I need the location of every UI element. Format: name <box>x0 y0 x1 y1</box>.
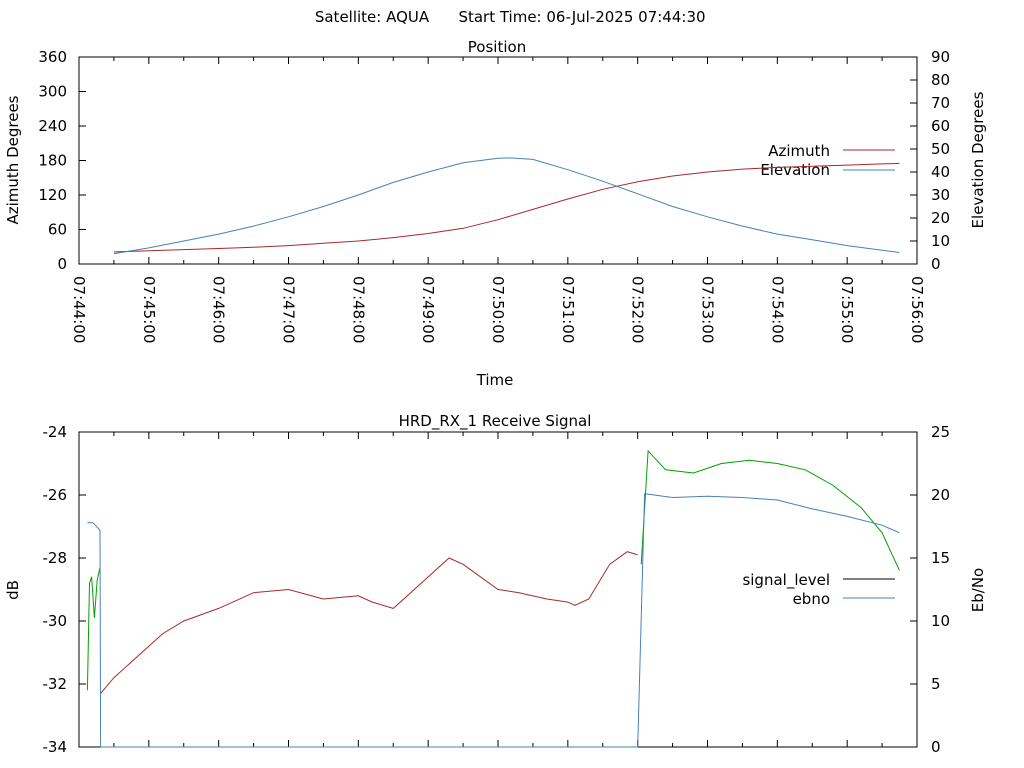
legend-azimuth-label: Azimuth <box>768 142 830 160</box>
signal-y2tick-label: 20 <box>931 486 950 504</box>
elevation-axis-label: Elevation Degrees <box>969 91 987 228</box>
signal-y2tick-label: 10 <box>931 612 950 630</box>
position-xtick-label: 07:55:00 <box>838 276 856 343</box>
legend-ebno-label: ebno <box>793 590 830 608</box>
position-xtick-label: 07:50:00 <box>489 276 507 343</box>
position-y2tick-label: 0 <box>931 255 941 273</box>
signal-ebno-line <box>87 493 900 748</box>
signal-ytick-label: -30 <box>43 612 68 630</box>
position-y2tick-label: 20 <box>931 209 950 227</box>
position-y2tick-label: 40 <box>931 163 950 181</box>
position-xtick-label: 07:54:00 <box>768 276 786 343</box>
signal-y2tick-label: 0 <box>931 738 941 756</box>
signal-ytick-label: -32 <box>43 675 68 693</box>
position-xtick-label: 07:56:00 <box>908 276 926 343</box>
signal-y2tick-label: 5 <box>931 675 941 693</box>
position-xtick-label: 07:46:00 <box>210 276 228 343</box>
receive-signal-chart: HRD_RX_1 Receive Signal dB Eb/No signal_… <box>4 412 987 756</box>
position-ytick-label: 300 <box>38 83 67 101</box>
signal-ytick-label: -24 <box>43 423 68 441</box>
position-xtick-label: 07:47:00 <box>280 276 298 343</box>
signal-y2tick-label: 15 <box>931 549 950 567</box>
signal-y2tick-label: 25 <box>931 423 950 441</box>
signal-chart-title: HRD_RX_1 Receive Signal <box>399 412 592 431</box>
position-xtick-label: 07:49:00 <box>419 276 437 343</box>
signal-signal-level-line-segment <box>100 551 638 694</box>
signal-signal-level-line-segment <box>640 449 900 571</box>
position-xtick-label: 07:51:00 <box>559 276 577 343</box>
position-y2tick-label: 30 <box>931 186 950 204</box>
position-y2tick-label: 90 <box>931 48 950 66</box>
position-elevation-line <box>113 157 900 255</box>
position-xtick-label: 07:45:00 <box>140 276 158 343</box>
position-ytick-label: 120 <box>38 186 67 204</box>
position-chart-title: Position <box>468 38 526 56</box>
position-xtick-label: 07:48:00 <box>349 276 367 343</box>
position-y2tick-label: 70 <box>931 94 950 112</box>
legend-signal-level-label: signal_level <box>742 571 830 590</box>
position-xtick-label: 07:53:00 <box>699 276 717 343</box>
signal-ytick-label: -26 <box>43 486 68 504</box>
signal-signal-level-line-segment <box>86 567 101 691</box>
legend-elevation-label: Elevation <box>760 161 830 179</box>
position-ytick-label: 60 <box>48 221 67 239</box>
start-time-label: Start Time: 06-Jul-2025 07:44:30 <box>458 8 705 26</box>
position-ytick-label: 180 <box>38 152 67 170</box>
position-ytick-label: 240 <box>38 117 67 135</box>
position-ytick-label: 0 <box>57 255 67 273</box>
db-axis-label: dB <box>4 580 22 600</box>
azimuth-axis-label: Azimuth Degrees <box>4 95 22 224</box>
time-axis-label: Time <box>476 371 514 389</box>
satellite-label: Satellite: AQUA <box>315 8 430 26</box>
position-azimuth-line <box>113 162 900 253</box>
position-xtick-label: 07:44:00 <box>70 276 88 343</box>
position-y2tick-label: 10 <box>931 232 950 250</box>
signal-ytick-label: -34 <box>43 738 68 756</box>
position-y2tick-label: 60 <box>931 117 950 135</box>
position-chart: Position Azimuth Degrees Elevation Degre… <box>4 38 987 389</box>
position-y2tick-label: 50 <box>931 140 950 158</box>
signal-ytick-label: -28 <box>43 549 68 567</box>
position-y2tick-label: 80 <box>931 71 950 89</box>
position-xtick-label: 07:52:00 <box>629 276 647 343</box>
ebno-axis-label: Eb/No <box>969 568 987 612</box>
position-ytick-label: 360 <box>38 48 67 66</box>
